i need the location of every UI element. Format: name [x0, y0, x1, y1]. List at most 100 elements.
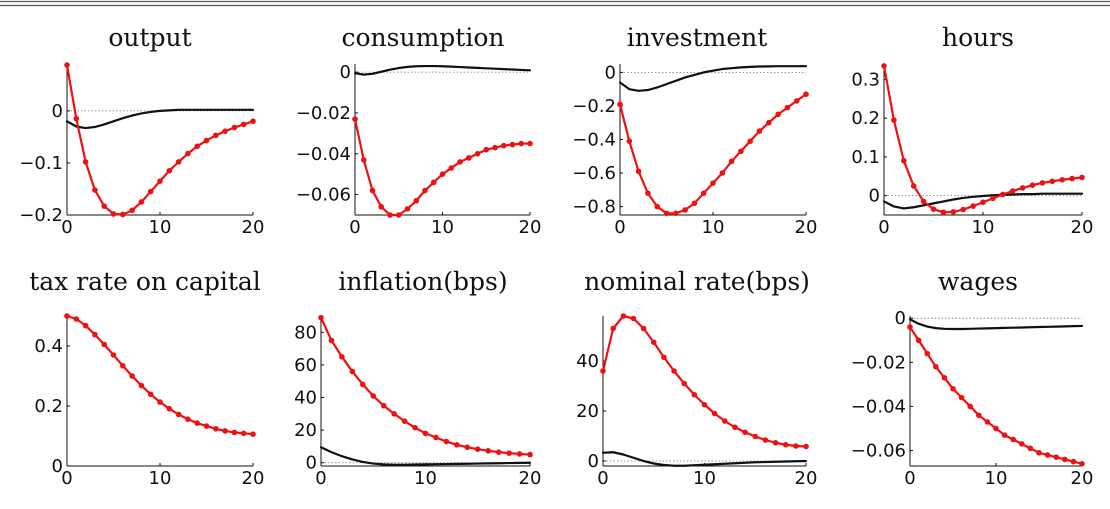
- data-point: [464, 444, 471, 451]
- data-point: [166, 405, 173, 412]
- data-point: [1036, 449, 1042, 456]
- data-point: [328, 337, 335, 344]
- y-tick-label: 0.2: [34, 396, 63, 417]
- y-tick-label: −0.06: [296, 185, 351, 206]
- data-point: [958, 394, 965, 401]
- data-point: [682, 207, 688, 213]
- data-point: [719, 170, 726, 176]
- data-point: [891, 117, 897, 123]
- data-point: [752, 433, 759, 440]
- data-point: [147, 391, 154, 398]
- data-point: [509, 141, 516, 148]
- data-point: [960, 206, 966, 213]
- y-tick-label: 20: [294, 420, 317, 441]
- data-point: [650, 339, 657, 346]
- data-point: [901, 157, 907, 164]
- y-tick-label: 0: [52, 101, 63, 122]
- data-point: [930, 206, 937, 212]
- series-line-red: [908, 325, 1084, 465]
- y-tick-label: 0.1: [851, 147, 880, 168]
- x-tick-label: 10: [985, 468, 1008, 489]
- panel-8: wages 0 10 20 0 −0.02 −0.04 −0.06: [851, 267, 1094, 489]
- data-point: [166, 167, 173, 174]
- data-point: [993, 425, 999, 432]
- x-tick-label: 0: [349, 217, 360, 238]
- data-point: [250, 431, 256, 438]
- y-tick-label: 0.3: [851, 69, 880, 90]
- data-point: [64, 313, 70, 319]
- data-point: [492, 144, 498, 151]
- data-point: [756, 128, 763, 134]
- data-point: [352, 116, 358, 122]
- data-point: [1044, 452, 1051, 458]
- data-point: [433, 434, 439, 441]
- data-point: [728, 158, 735, 165]
- data-point: [661, 354, 667, 361]
- data-point: [924, 350, 930, 357]
- panel-title: wages: [938, 267, 1018, 296]
- data-point: [360, 381, 366, 388]
- data-point: [772, 439, 779, 446]
- y-tick-label: 60: [294, 355, 317, 376]
- data-point: [175, 411, 182, 418]
- data-point: [82, 322, 89, 329]
- panel-title: tax rate on capital: [29, 267, 261, 296]
- y-tick-label: 0: [588, 451, 599, 472]
- data-point: [175, 159, 182, 165]
- data-point: [82, 159, 89, 165]
- y-tick-label: 0.2: [851, 108, 880, 129]
- data-point: [101, 341, 107, 348]
- data-point: [617, 101, 623, 108]
- data-point: [430, 179, 437, 186]
- data-point: [793, 98, 800, 104]
- data-point: [483, 146, 490, 153]
- data-point: [516, 451, 523, 457]
- data-point: [933, 363, 939, 370]
- data-point: [645, 190, 651, 196]
- series-line-black: [353, 64, 532, 76]
- panel-5: tax rate on capital 0 10 20 0 0.2 0.4: [29, 267, 264, 489]
- data-point: [1049, 178, 1056, 185]
- data-point: [518, 140, 525, 147]
- data-point: [506, 450, 512, 456]
- data-point: [339, 353, 345, 360]
- y-tick-label: 0: [340, 62, 351, 83]
- x-tick-label: 10: [414, 468, 437, 489]
- data-point: [240, 430, 247, 437]
- series-line-black: [618, 65, 808, 92]
- data-point: [231, 124, 238, 131]
- panel-2: consumption 0 10 20 0 −0.02 −0.04 −0.06: [296, 23, 542, 238]
- y-tick-label: −0.6: [572, 163, 616, 184]
- data-point: [910, 183, 917, 189]
- data-point: [970, 203, 976, 209]
- data-point: [711, 410, 718, 417]
- y-tick-label: −0.06: [851, 441, 906, 462]
- data-point: [422, 187, 428, 194]
- x-tick-label: 0: [61, 217, 72, 238]
- data-point: [443, 438, 450, 445]
- data-point: [950, 385, 956, 392]
- data-point: [1019, 185, 1026, 191]
- x-tick-label: 0: [597, 468, 608, 489]
- data-point: [635, 168, 642, 175]
- panel-6: inflation(bps) 0 10 20 0 20 40 60 80: [294, 267, 541, 489]
- data-point: [380, 402, 387, 409]
- data-point: [401, 418, 408, 424]
- data-point: [129, 373, 135, 379]
- series-line-black: [65, 108, 255, 130]
- data-point: [370, 393, 377, 399]
- x-tick-label: 10: [149, 468, 172, 489]
- data-point: [138, 382, 145, 389]
- data-point: [710, 180, 716, 186]
- y-tick-label: −0.2: [19, 205, 63, 226]
- data-point: [64, 62, 70, 68]
- data-point: [527, 451, 533, 458]
- data-point: [1027, 445, 1034, 452]
- data-point: [626, 138, 633, 144]
- data-point: [185, 416, 191, 423]
- y-tick-label: 80: [294, 322, 317, 343]
- data-point: [240, 121, 247, 128]
- series-line-black: [882, 192, 1084, 210]
- data-point: [222, 428, 228, 434]
- y-tick-label: −0.04: [851, 396, 906, 417]
